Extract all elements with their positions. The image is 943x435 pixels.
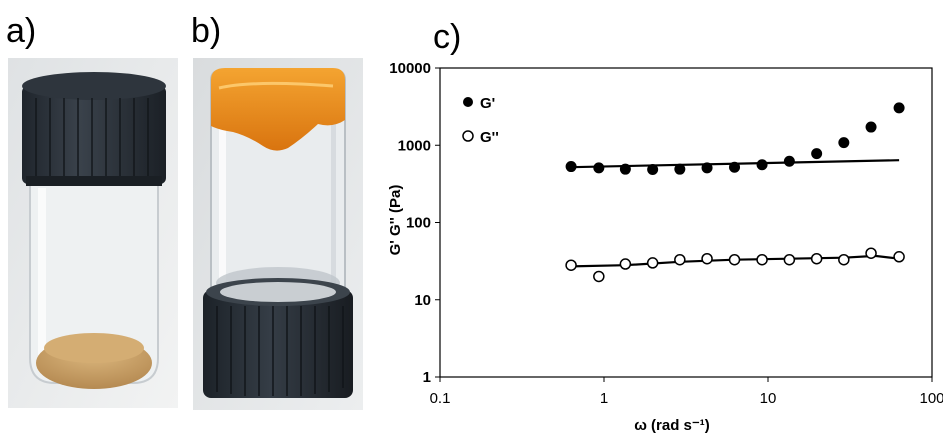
data-point-gdoubleprime (674, 253, 686, 266)
data-point-gdoubleprime (646, 257, 659, 269)
data-point-gprime (756, 159, 768, 171)
data-point-gdoubleprime (893, 251, 905, 263)
data-point-gdoubleprime (810, 252, 823, 265)
data-point-gdoubleprime (593, 270, 605, 283)
plot-frame (439, 67, 933, 378)
cap-icon (203, 278, 353, 398)
cap-icon (22, 72, 166, 186)
data-point-gprime (619, 163, 631, 175)
legend-label-gdoubleprime: G'' (480, 129, 499, 146)
data-point-gdoubleprime (619, 258, 632, 270)
legend-marker-gdoubleprime (462, 130, 474, 142)
data-point-gdoubleprime (838, 253, 850, 266)
data-point-gprime (729, 161, 741, 173)
y-tick-label: 10 (414, 292, 431, 309)
x-tick-label: 0.1 (430, 390, 451, 407)
data-point-gprime (893, 102, 905, 114)
x-tick-label: 1 (600, 390, 608, 407)
vial-powder-photo (8, 58, 178, 408)
x-axis-title: ω (rad s⁻¹) (634, 417, 710, 434)
data-point-gdoubleprime (865, 247, 877, 259)
data-point-gprime (674, 163, 686, 175)
vial-glass (29, 177, 159, 384)
data-point-gprime (811, 148, 823, 160)
y-tick-label: 10000 (389, 60, 431, 77)
data-point-gprime (865, 121, 877, 133)
panel-label-c: c) (433, 18, 462, 56)
data-point-gprime (565, 161, 577, 173)
data-point-gdoubleprime (783, 253, 796, 266)
panel-label-b: b) (191, 12, 222, 50)
panel-label-a: a) (6, 12, 37, 50)
y-tick-label: 100 (406, 215, 431, 232)
gel (211, 68, 345, 151)
rheology-chart: 0.1 1 10 100 1 10 100 1000 10000 G' G'' ω (rad s… (387, 60, 943, 434)
data-point-gdoubleprime (756, 253, 768, 266)
data-point-gdoubleprime (565, 259, 577, 271)
data-point-gprime (647, 164, 659, 176)
x-tick-label: 100 (919, 390, 943, 407)
y-tick-label: 1 (423, 369, 431, 386)
data-point-gdoubleprime (701, 252, 713, 265)
data-point-gprime (593, 162, 605, 174)
data-point-gprime (783, 155, 795, 167)
x-tick-label: 10 (760, 390, 777, 407)
legend-label-gprime: G' (480, 95, 495, 112)
inverted-vial-gel-photo (193, 58, 363, 410)
y-axis-title: G' G'' (Pa) (387, 185, 404, 256)
data-point-gdoubleprime (728, 253, 741, 266)
data-point-gprime (701, 162, 713, 174)
y-tick-label: 1000 (398, 137, 431, 154)
legend-marker-gprime (463, 97, 473, 107)
data-point-gprime (838, 137, 850, 149)
